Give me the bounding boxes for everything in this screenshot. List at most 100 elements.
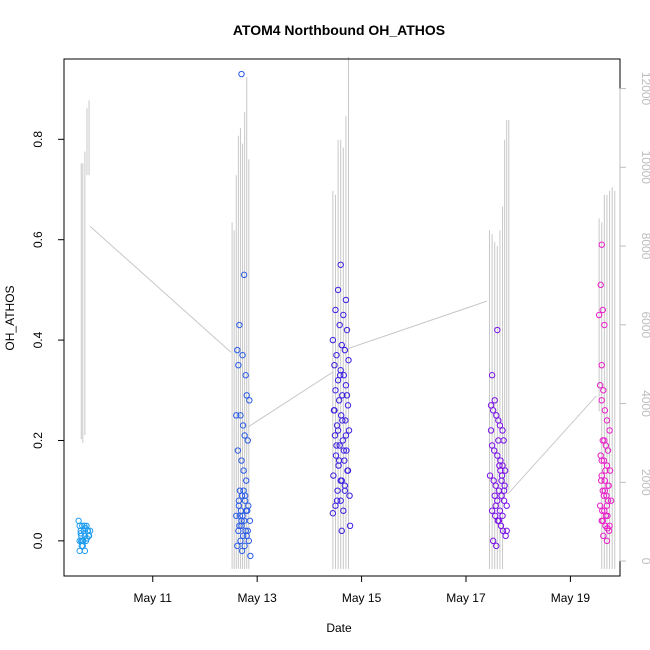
data-point bbox=[602, 512, 610, 519]
data-point bbox=[342, 417, 349, 424]
data-point bbox=[486, 472, 494, 479]
data-point bbox=[236, 321, 243, 329]
data-point bbox=[242, 372, 249, 379]
data-point bbox=[603, 502, 611, 509]
data-point bbox=[340, 447, 348, 454]
y2-tick-label: 4000 bbox=[639, 390, 650, 417]
data-point bbox=[240, 467, 247, 474]
data-point bbox=[492, 502, 499, 509]
data-point bbox=[334, 427, 342, 434]
data-point bbox=[491, 492, 498, 499]
chart-title: ATOM4 Northbound OH_ATHOS bbox=[233, 22, 445, 38]
y-tick-label: 0.0 bbox=[31, 532, 45, 549]
data-point bbox=[238, 70, 245, 78]
data-point bbox=[238, 457, 245, 464]
data-point bbox=[344, 467, 352, 474]
data-point bbox=[233, 512, 240, 519]
data-point bbox=[607, 497, 615, 504]
y2-tick-label: 2000 bbox=[639, 469, 650, 496]
x-tick-label: May 15 bbox=[342, 591, 382, 605]
data-point bbox=[343, 326, 351, 334]
data-point bbox=[241, 432, 248, 439]
data-point bbox=[239, 351, 246, 359]
altitude-connector-3 bbox=[507, 395, 597, 495]
data-point bbox=[244, 437, 251, 444]
data-point bbox=[333, 442, 340, 449]
data-point bbox=[234, 542, 241, 550]
y-axis-label: OH_ATHOS bbox=[3, 285, 17, 350]
data-point bbox=[341, 346, 349, 354]
data-point bbox=[331, 432, 339, 439]
data-point bbox=[493, 542, 500, 550]
data-point bbox=[491, 397, 498, 404]
altitude-connector-1 bbox=[247, 371, 334, 428]
data-point bbox=[246, 397, 253, 404]
data-point bbox=[233, 412, 240, 419]
data-point bbox=[503, 527, 510, 535]
data-point bbox=[603, 417, 611, 424]
data-point bbox=[601, 477, 609, 484]
data-point bbox=[340, 311, 347, 319]
data-point bbox=[494, 452, 501, 459]
data-point bbox=[240, 517, 248, 524]
data-point bbox=[240, 271, 248, 279]
data-point bbox=[496, 507, 504, 514]
data-point bbox=[603, 537, 611, 545]
data-point bbox=[235, 361, 242, 369]
series-2 bbox=[233, 70, 254, 560]
data-point bbox=[489, 537, 497, 545]
data-point bbox=[333, 497, 341, 504]
data-point bbox=[336, 442, 343, 449]
data-point bbox=[335, 397, 343, 404]
data-point bbox=[598, 477, 605, 484]
data-point bbox=[236, 512, 244, 519]
data-point bbox=[604, 525, 611, 532]
data-point bbox=[332, 452, 340, 459]
data-point bbox=[344, 402, 352, 409]
series-4 bbox=[486, 326, 510, 550]
y2-tick-label: 12000 bbox=[639, 72, 650, 106]
data-point bbox=[81, 522, 88, 530]
data-point bbox=[241, 492, 249, 499]
data-point bbox=[241, 542, 248, 550]
data-point bbox=[343, 392, 351, 399]
scatter-series bbox=[75, 70, 615, 560]
x-axis-label: Date bbox=[326, 621, 352, 635]
data-point bbox=[245, 537, 253, 545]
data-point bbox=[498, 492, 505, 499]
data-point bbox=[331, 361, 338, 369]
series-5 bbox=[595, 241, 615, 545]
data-point bbox=[599, 517, 606, 524]
data-point bbox=[490, 447, 498, 454]
data-point bbox=[341, 487, 349, 494]
data-point bbox=[596, 382, 604, 389]
data-point bbox=[337, 477, 344, 484]
data-point bbox=[329, 510, 337, 517]
data-point bbox=[501, 467, 509, 474]
y-axis-right: 0 2000 4000 6000 8000 10000 12000 bbox=[619, 72, 650, 565]
data-point bbox=[239, 532, 247, 540]
data-point bbox=[79, 522, 86, 530]
y2-tick-label: 6000 bbox=[639, 311, 650, 338]
data-point bbox=[334, 487, 341, 494]
y-axis-left: 0.0 0.2 0.4 0.6 0.8 bbox=[31, 131, 65, 549]
data-point bbox=[234, 447, 242, 454]
data-point bbox=[495, 437, 502, 444]
data-point bbox=[237, 537, 244, 545]
data-point bbox=[605, 482, 612, 489]
data-point bbox=[488, 372, 496, 379]
series-1 bbox=[75, 517, 94, 555]
data-point bbox=[598, 361, 605, 369]
data-point bbox=[332, 306, 339, 314]
data-point bbox=[496, 422, 504, 429]
data-point bbox=[335, 457, 343, 464]
data-point bbox=[497, 467, 504, 474]
data-point bbox=[597, 281, 604, 289]
data-point bbox=[332, 387, 339, 394]
data-point bbox=[598, 241, 605, 248]
data-point bbox=[81, 547, 89, 555]
data-point bbox=[85, 532, 93, 540]
data-point bbox=[75, 517, 82, 524]
data-point bbox=[503, 502, 510, 509]
